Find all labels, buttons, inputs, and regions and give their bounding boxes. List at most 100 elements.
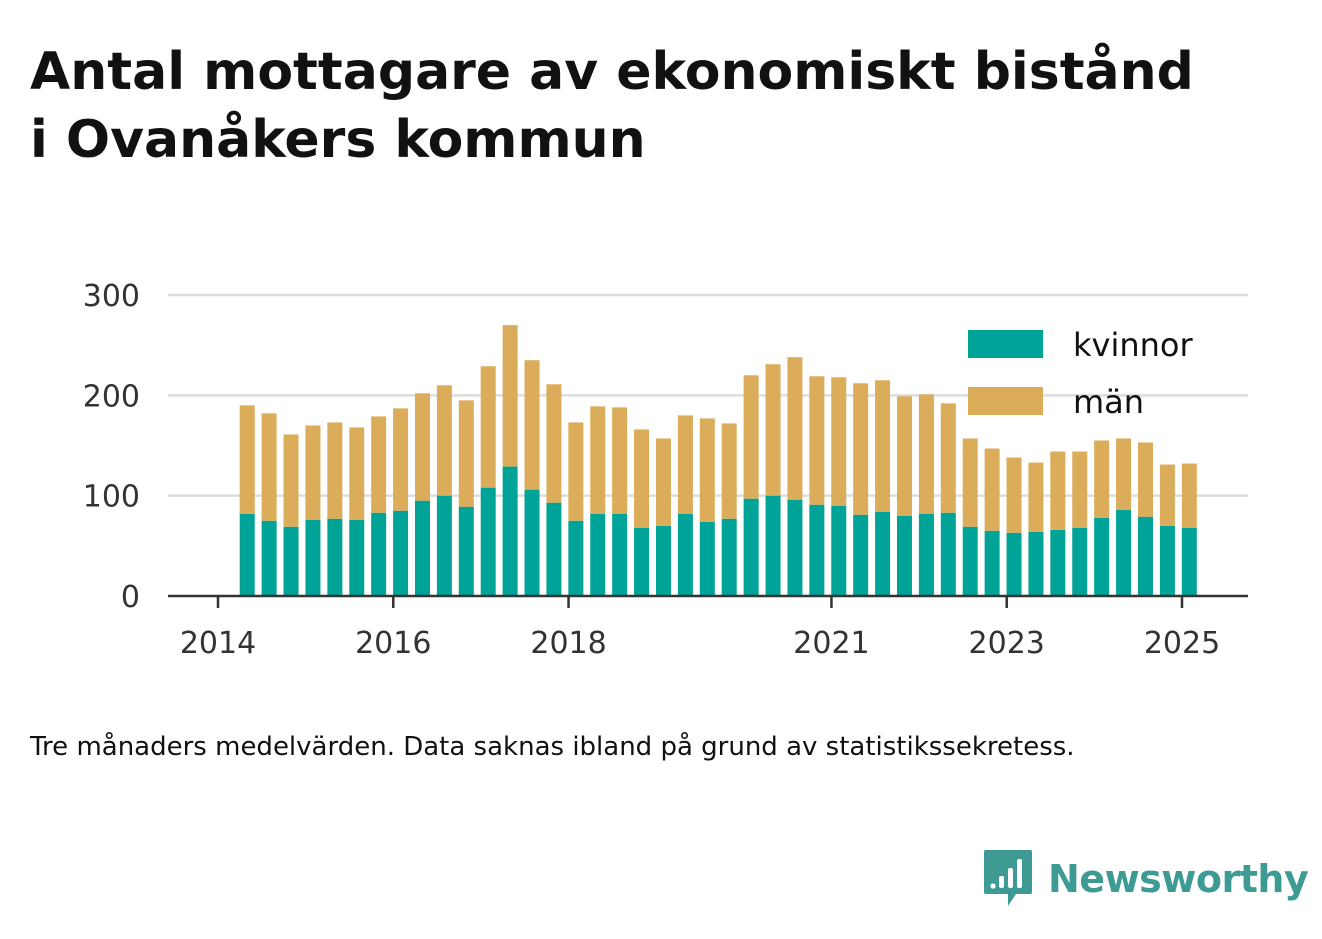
x-tick-label: 2025	[1144, 626, 1220, 661]
bar-man	[1072, 451, 1088, 528]
bar-man	[962, 438, 978, 527]
bar-kvinnor	[721, 518, 737, 596]
chart-title-line-1: Antal mottagare av ekonomiskt bistånd	[30, 42, 1194, 102]
bar-kvinnor	[1181, 527, 1197, 596]
bar-kvinnor	[634, 527, 650, 596]
bar-man	[1050, 451, 1066, 530]
bar-man	[1006, 457, 1022, 533]
bar-kvinnor	[371, 512, 387, 596]
bar-man	[699, 418, 715, 522]
legend: kvinnor män	[968, 326, 1194, 421]
bar-man	[568, 422, 584, 521]
bar-man	[721, 423, 737, 519]
bar-man	[480, 366, 496, 488]
bar-kvinnor	[1072, 527, 1088, 596]
bar-man	[787, 357, 803, 500]
bar-man	[436, 385, 452, 496]
bars	[239, 325, 1197, 596]
bar-man	[239, 405, 255, 514]
stacked-bar-chart: 0 100 200 300 2014 2016 2018 2021 2023 2025 kvinn…	[83, 279, 1248, 661]
bar-kvinnor	[940, 512, 956, 596]
bar-man	[261, 413, 277, 521]
bar-kvinnor	[1028, 531, 1044, 596]
bar-kvinnor	[414, 500, 430, 596]
bar-kvinnor	[831, 505, 847, 596]
bar-man	[1181, 463, 1197, 528]
bar-kvinnor	[1116, 509, 1132, 596]
bar-man	[918, 394, 934, 514]
bar-man	[743, 375, 759, 499]
bar-kvinnor	[896, 515, 912, 596]
bar-man	[612, 407, 628, 514]
bar-man	[853, 383, 869, 515]
bar-man	[393, 408, 409, 511]
bar-man	[896, 396, 912, 516]
y-tick-label: 0	[121, 580, 140, 615]
bar-kvinnor	[524, 489, 540, 596]
bar-kvinnor	[699, 521, 715, 596]
bar-kvinnor	[283, 526, 299, 596]
bar-man	[1028, 462, 1044, 532]
bar-kvinnor	[677, 513, 693, 596]
bar-kvinnor	[1137, 516, 1153, 596]
bar-man	[546, 384, 562, 503]
bar-kvinnor	[765, 495, 781, 596]
bar-kvinnor	[458, 506, 474, 596]
bar-man	[590, 406, 606, 514]
x-tick-label: 2023	[969, 626, 1045, 661]
newsworthy-logo-icon	[984, 850, 1032, 906]
bar-man	[940, 403, 956, 513]
bar-man	[1159, 464, 1175, 526]
x-tick-label: 2018	[530, 626, 606, 661]
y-tick-label: 100	[83, 480, 140, 515]
bar-man	[349, 427, 365, 520]
x-tick-label: 2021	[793, 626, 869, 661]
bar-kvinnor	[590, 513, 606, 596]
chart-title-line-2: i Ovanåkers kommun	[30, 110, 646, 170]
bar-kvinnor	[436, 495, 452, 596]
axes: 0 100 200 300 2014 2016 2018 2021 2023 2025	[83, 279, 1248, 661]
bar-kvinnor	[612, 513, 628, 596]
bar-kvinnor	[261, 520, 277, 596]
bar-man	[655, 438, 671, 526]
bar-kvinnor	[655, 525, 671, 596]
bar-man	[305, 425, 321, 520]
bar-man	[371, 416, 387, 513]
bar-man	[809, 376, 825, 505]
bar-man	[875, 380, 891, 512]
bar-man	[1094, 440, 1110, 518]
bar-kvinnor	[327, 518, 343, 596]
x-tick-label: 2016	[355, 626, 431, 661]
bar-kvinnor	[875, 511, 891, 596]
y-tick-label: 200	[83, 379, 140, 414]
bar-kvinnor	[393, 510, 409, 596]
legend-label: kvinnor	[1073, 326, 1194, 364]
bar-man	[524, 360, 540, 490]
bar-man	[677, 415, 693, 514]
bar-kvinnor	[1159, 525, 1175, 596]
bar-kvinnor	[546, 502, 562, 596]
bar-kvinnor	[1006, 532, 1022, 596]
x-tick-label: 2014	[180, 626, 256, 661]
brand-name: Newsworthy	[1048, 857, 1309, 901]
bar-man	[502, 325, 518, 467]
bar-kvinnor	[918, 513, 934, 596]
bar-kvinnor	[305, 519, 321, 596]
bar-kvinnor	[1094, 517, 1110, 596]
bar-kvinnor	[502, 466, 518, 596]
bar-kvinnor	[349, 519, 365, 596]
bar-kvinnor	[809, 504, 825, 596]
brand-logo[interactable]: Newsworthy	[982, 848, 1309, 910]
bar-man	[831, 377, 847, 506]
bar-man	[1116, 438, 1132, 510]
bar-kvinnor	[984, 530, 1000, 596]
bar-kvinnor	[743, 498, 759, 596]
legend-swatch	[968, 387, 1043, 415]
legend-label: män	[1073, 383, 1144, 421]
bar-man	[1137, 442, 1153, 517]
bar-man	[984, 448, 1000, 531]
chart-title: Antal mottagare av ekonomiskt bistånd i …	[30, 38, 1300, 174]
bar-man	[327, 422, 343, 519]
bar-kvinnor	[568, 520, 584, 596]
bar-kvinnor	[787, 499, 803, 596]
